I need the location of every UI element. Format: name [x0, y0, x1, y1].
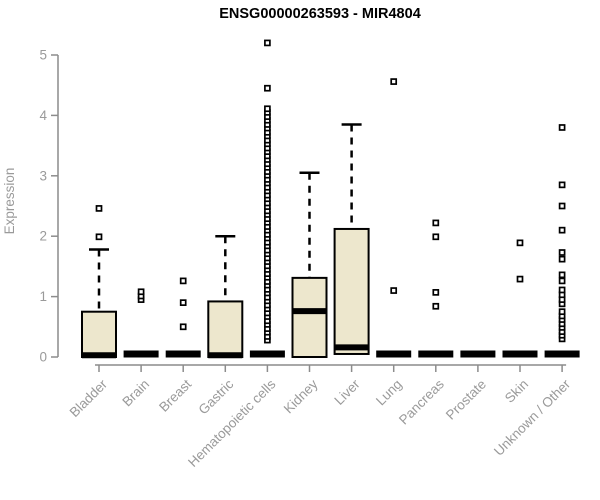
outlier-point: [179, 299, 187, 306]
y-axis-title: Expression: [2, 168, 17, 235]
boxplot-brain: [123, 288, 159, 358]
collapsed-box-bar: [165, 350, 201, 358]
box-rect: [291, 276, 328, 359]
outlier-point: [95, 233, 103, 241]
outlier-point: [558, 124, 566, 131]
outlier-point: [558, 249, 566, 256]
chart-title: ENSG00000263593 - MIR4804: [219, 6, 421, 22]
outlier-point: [558, 271, 566, 279]
collapsed-box-bar: [376, 350, 412, 358]
outlier-point: [432, 219, 440, 227]
outlier-point: [264, 84, 271, 92]
x-tick-label: Gastric: [196, 376, 237, 417]
y-tick-label: 2: [39, 229, 47, 244]
y-tick-label: 5: [39, 48, 47, 63]
outlier-point: [558, 286, 566, 294]
outlier-point: [179, 323, 187, 331]
boxplot-prostate: [460, 350, 496, 358]
collapsed-box-bar: [249, 350, 285, 358]
collapsed-box-bar: [123, 350, 159, 358]
x-tick-label: Lung: [373, 377, 405, 409]
outlier-point: [264, 39, 271, 47]
collapsed-box-bar: [544, 350, 580, 358]
x-tick-label: Skin: [502, 377, 531, 406]
outlier-point: [558, 226, 566, 234]
box-rect: [81, 310, 117, 359]
outlier-point: [179, 277, 187, 285]
y-tick-label: 0: [39, 350, 47, 365]
outlier-point: [516, 239, 524, 247]
outlier-point: [516, 275, 524, 283]
outlier-point: [95, 205, 103, 212]
outlier-point: [558, 202, 566, 210]
x-tick-label: Unknown / Other: [491, 376, 574, 459]
y-tick-label: 1: [39, 289, 47, 304]
boxplot-liver: [333, 123, 370, 355]
boxplot-skin: [502, 239, 538, 358]
outlier-point: [390, 78, 398, 85]
boxplot-pancreas: [418, 219, 454, 358]
box-rect: [333, 227, 370, 355]
x-tick-label: Bladder: [67, 376, 111, 420]
outlier-point: [432, 302, 440, 310]
y-axis: 0 1 2 3 4 5: [39, 48, 59, 365]
box-rect: [207, 300, 244, 359]
outlier-point: [390, 287, 398, 294]
y-tick-label: 4: [39, 108, 47, 123]
collapsed-box-bar: [502, 350, 538, 358]
outlier-point: [558, 277, 566, 285]
x-tick-label: Kidney: [281, 376, 321, 416]
outlier-point: [264, 105, 271, 113]
outlier-point: [558, 181, 566, 189]
x-tick-label: Breast: [156, 376, 194, 414]
boxplot-unknown-other: [544, 124, 580, 358]
outlier-point: [558, 308, 566, 316]
outlier-point: [137, 288, 145, 296]
boxplot-hematopoietic-cells: [249, 39, 285, 358]
outlier-point: [432, 289, 440, 296]
boxplot-lung: [376, 78, 412, 358]
boxplot-gastric: [207, 234, 244, 359]
collapsed-box-bar: [460, 350, 496, 358]
collapsed-box-bar: [418, 350, 454, 358]
x-tick-label: Prostate: [443, 377, 489, 423]
boxplot-kidney: [291, 171, 328, 359]
boxplot-bladder: [81, 205, 117, 359]
x-tick-label: Brain: [119, 377, 152, 410]
boxplot-breast: [165, 277, 201, 358]
y-tick-label: 3: [39, 168, 47, 183]
outlier-point: [432, 233, 440, 241]
x-tick-label: Pancreas: [396, 376, 447, 427]
x-tick-label: Liver: [331, 376, 363, 408]
outlier-point: [558, 255, 566, 263]
